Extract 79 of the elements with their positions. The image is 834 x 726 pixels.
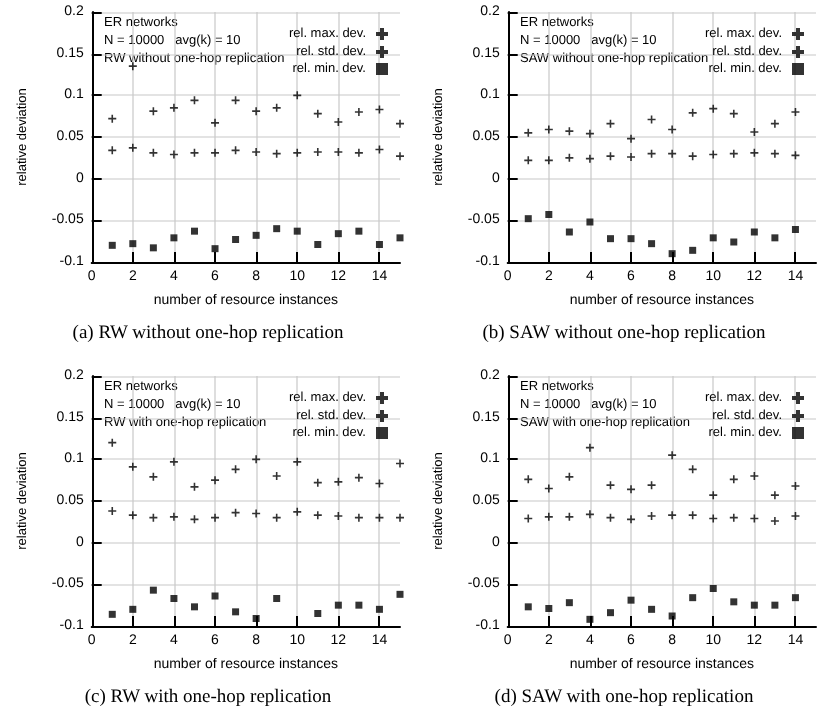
point — [668, 250, 676, 258]
point — [190, 602, 198, 610]
point — [395, 151, 405, 161]
point — [314, 609, 322, 616]
point — [709, 584, 717, 591]
point — [232, 607, 240, 615]
point — [292, 506, 303, 516]
point — [210, 118, 220, 128]
point — [312, 147, 323, 157]
point — [190, 227, 198, 235]
point — [375, 604, 383, 612]
point — [689, 593, 697, 601]
point — [169, 456, 179, 466]
point — [606, 608, 614, 616]
point — [606, 235, 614, 243]
point — [791, 593, 799, 601]
point — [354, 107, 364, 117]
point — [709, 234, 717, 242]
point — [129, 240, 137, 248]
point — [211, 245, 219, 253]
point — [128, 461, 138, 471]
point — [730, 238, 738, 246]
point — [273, 594, 281, 601]
point — [668, 611, 676, 619]
point — [170, 234, 178, 242]
point — [354, 148, 364, 158]
point — [586, 218, 594, 226]
point — [211, 591, 219, 599]
text: (a) RW without one-hop replication — [72, 324, 344, 344]
point — [128, 143, 138, 153]
point — [108, 241, 116, 249]
point — [791, 226, 799, 233]
point — [170, 594, 178, 601]
point — [523, 128, 534, 138]
point — [524, 602, 532, 610]
point — [232, 236, 240, 243]
point — [627, 235, 635, 243]
point — [169, 103, 179, 113]
point — [251, 147, 261, 157]
point — [149, 585, 157, 593]
point — [252, 614, 260, 621]
text: (b) SAW without one-hop replication — [482, 324, 767, 344]
point — [750, 600, 758, 608]
point — [149, 244, 157, 252]
point — [730, 597, 738, 605]
point — [210, 148, 220, 158]
point — [565, 228, 573, 236]
point — [771, 600, 779, 608]
point — [689, 246, 697, 254]
point — [169, 511, 179, 521]
point — [524, 215, 532, 223]
point — [627, 595, 635, 603]
point — [273, 225, 281, 233]
point — [292, 148, 303, 158]
point — [375, 241, 383, 248]
text: (d) SAW with one-hop replication — [494, 687, 754, 707]
point — [545, 604, 553, 611]
point — [648, 240, 656, 248]
point — [544, 511, 554, 521]
point — [355, 227, 363, 235]
point — [750, 228, 758, 236]
point — [251, 106, 261, 116]
point — [565, 598, 573, 606]
point — [396, 234, 404, 242]
text: (c) RW with one-hop replication — [84, 687, 332, 707]
point — [648, 604, 656, 612]
point — [108, 609, 116, 617]
point — [396, 589, 404, 597]
point — [252, 231, 260, 239]
point — [334, 600, 342, 608]
point — [292, 456, 303, 466]
point — [545, 211, 553, 218]
point — [626, 152, 636, 162]
point — [314, 241, 322, 248]
point — [334, 230, 342, 238]
point — [129, 604, 137, 612]
point — [355, 600, 363, 608]
point — [771, 234, 779, 242]
point — [293, 227, 301, 235]
